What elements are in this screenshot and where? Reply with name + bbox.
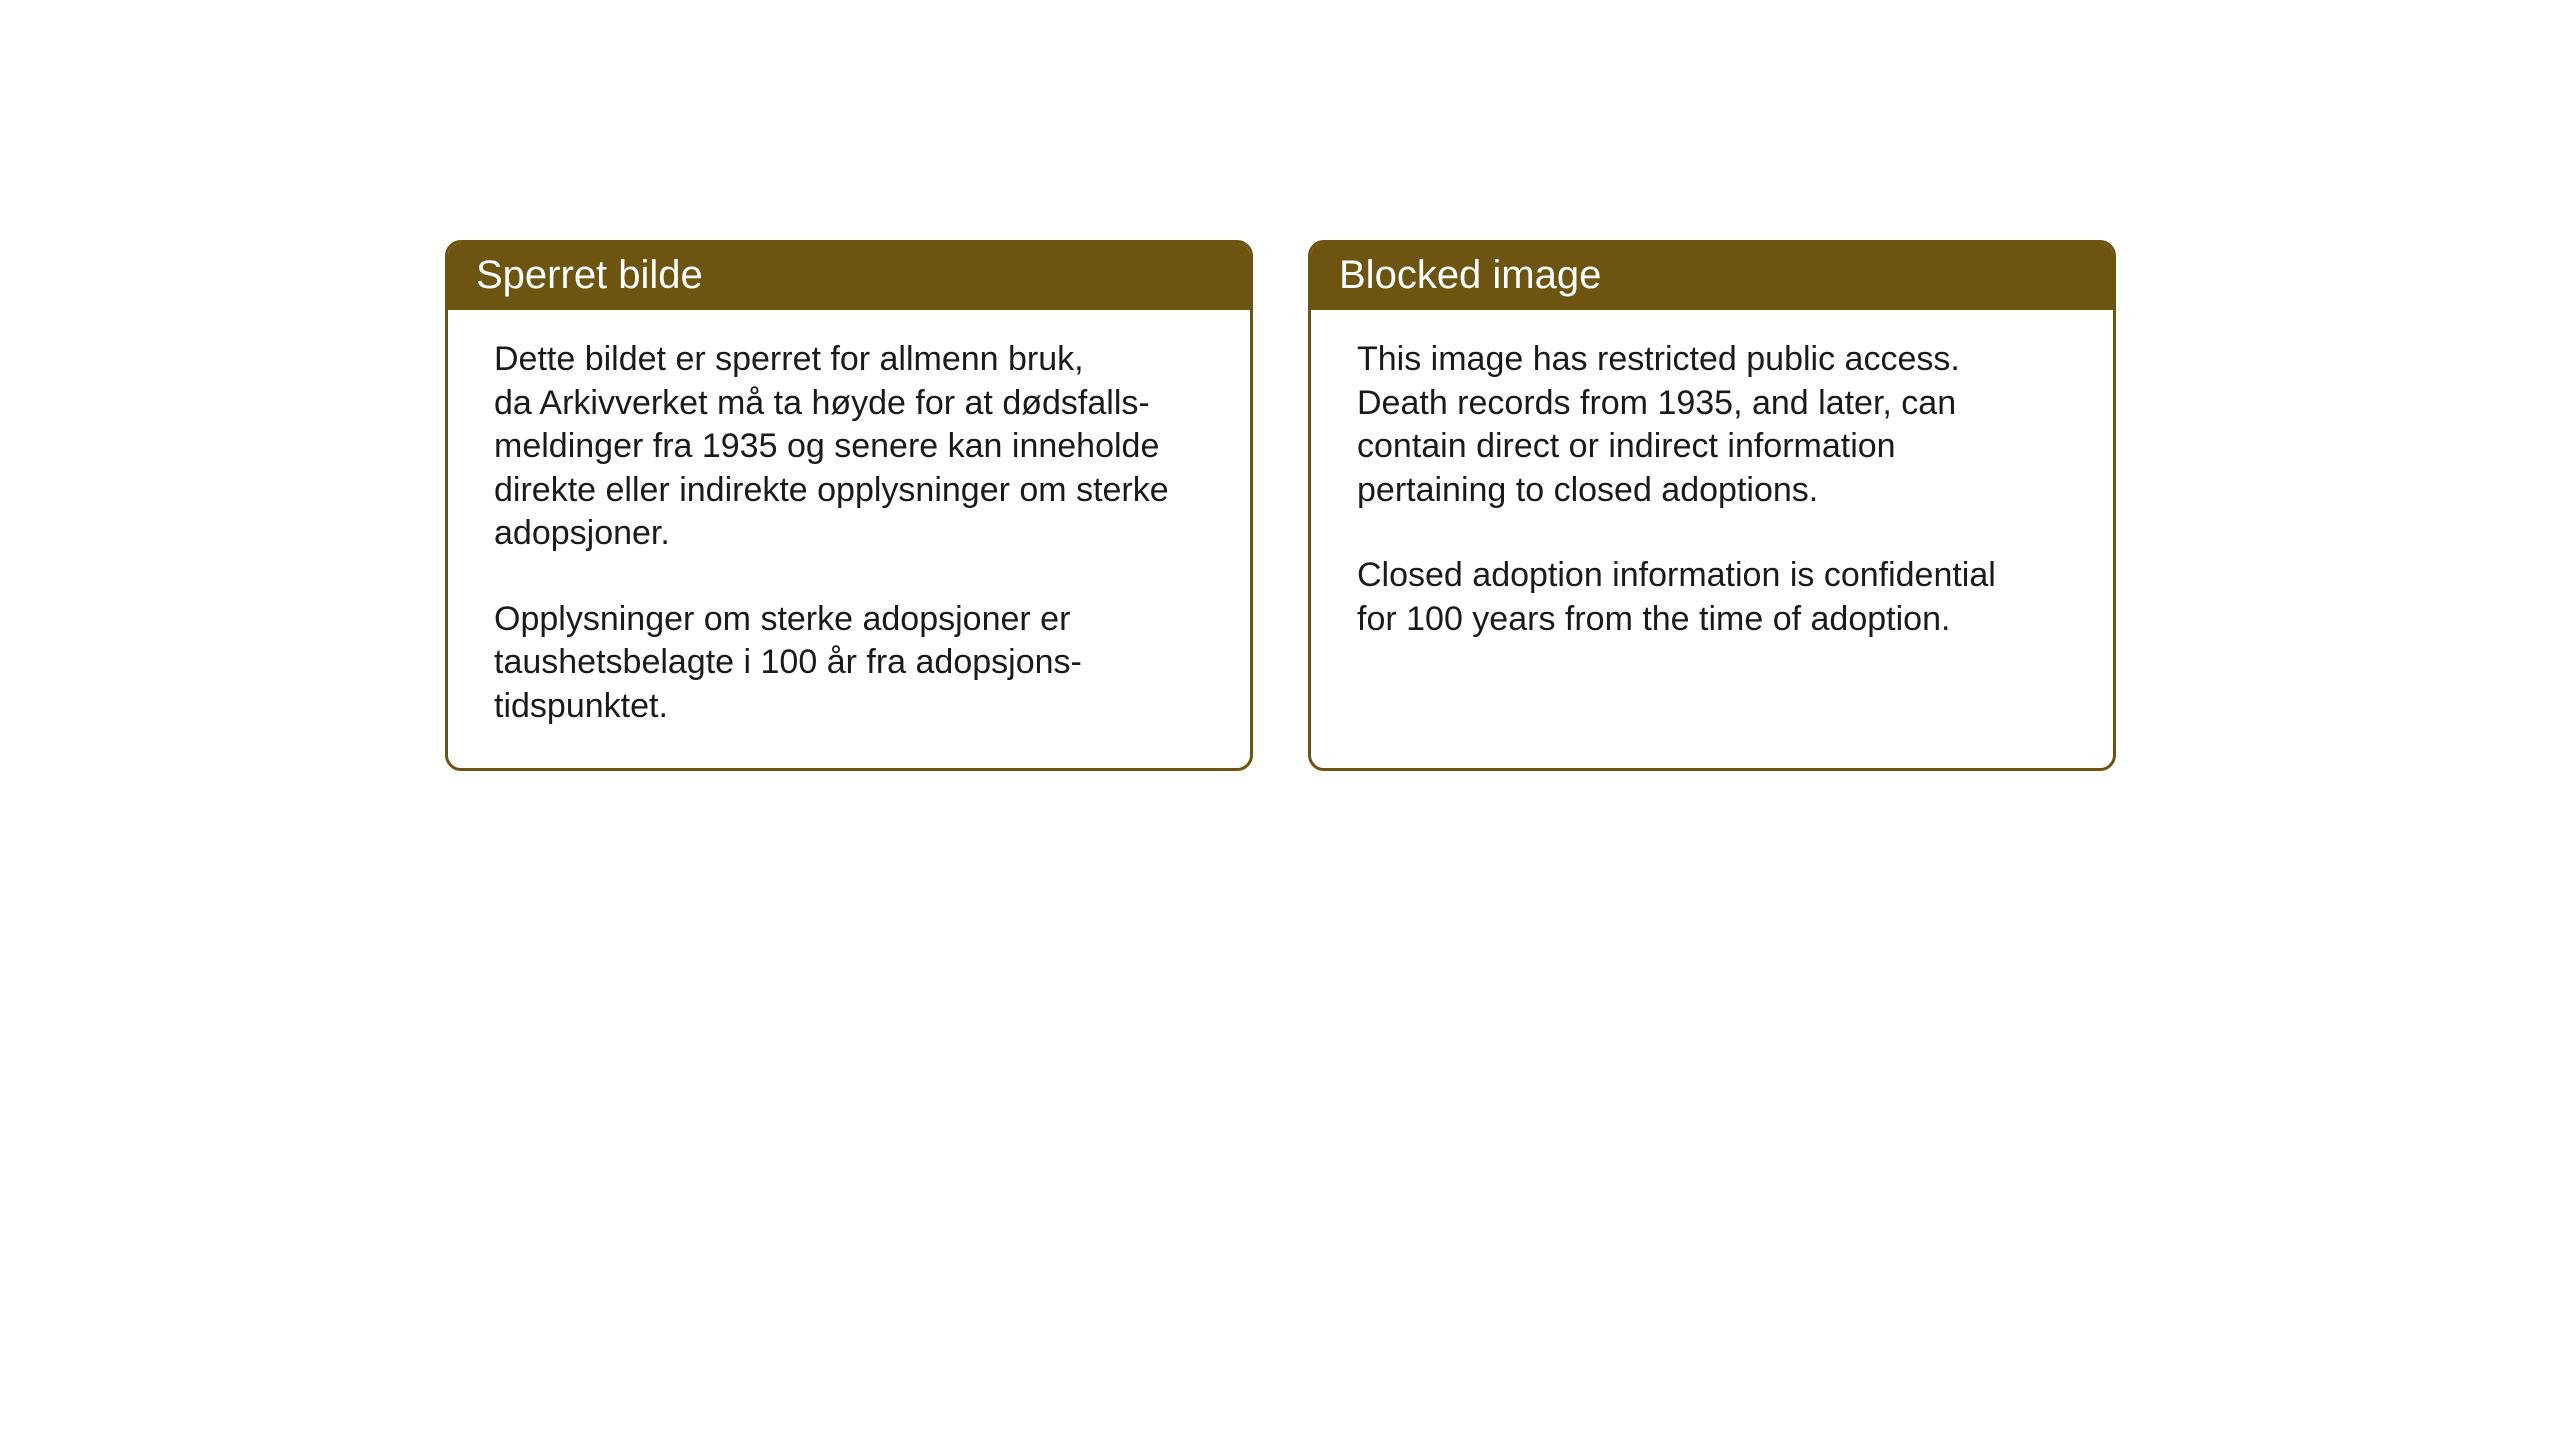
card-header-norwegian: Sperret bilde <box>448 243 1250 310</box>
text-line: direkte eller indirekte opplysninger om … <box>494 469 1204 513</box>
card-title: Blocked image <box>1339 253 1601 297</box>
text-line: da Arkivverket må ta høyde for at dødsfa… <box>494 382 1204 426</box>
text-line: Closed adoption information is confident… <box>1357 554 2067 598</box>
text-line: Death records from 1935, and later, can <box>1357 382 2067 426</box>
card-paragraph-1: Dette bildet er sperret for allmenn bruk… <box>494 338 1204 556</box>
card-paragraph-2: Closed adoption information is confident… <box>1357 554 2067 641</box>
paragraph-spacer <box>1357 512 2067 554</box>
paragraph-spacer <box>494 556 1204 598</box>
text-line: meldinger fra 1935 og senere kan innehol… <box>494 425 1204 469</box>
text-line: Dette bildet er sperret for allmenn bruk… <box>494 338 1204 382</box>
card-body-english: This image has restricted public access.… <box>1311 310 2113 681</box>
card-body-norwegian: Dette bildet er sperret for allmenn bruk… <box>448 310 1250 768</box>
notice-card-norwegian: Sperret bilde Dette bildet er sperret fo… <box>445 240 1253 771</box>
text-line: pertaining to closed adoptions. <box>1357 469 2067 513</box>
text-line: contain direct or indirect information <box>1357 425 2067 469</box>
text-line: Opplysninger om sterke adopsjoner er <box>494 598 1204 642</box>
text-line: tidspunktet. <box>494 685 1204 729</box>
text-line: for 100 years from the time of adoption. <box>1357 598 2067 642</box>
text-line: adopsjoner. <box>494 512 1204 556</box>
card-paragraph-2: Opplysninger om sterke adopsjoner er tau… <box>494 598 1204 729</box>
card-paragraph-1: This image has restricted public access.… <box>1357 338 2067 512</box>
card-title: Sperret bilde <box>476 253 703 297</box>
text-line: This image has restricted public access. <box>1357 338 2067 382</box>
card-header-english: Blocked image <box>1311 243 2113 310</box>
notice-card-english: Blocked image This image has restricted … <box>1308 240 2116 771</box>
notice-cards-container: Sperret bilde Dette bildet er sperret fo… <box>445 240 2116 771</box>
text-line: taushetsbelagte i 100 år fra adopsjons- <box>494 641 1204 685</box>
